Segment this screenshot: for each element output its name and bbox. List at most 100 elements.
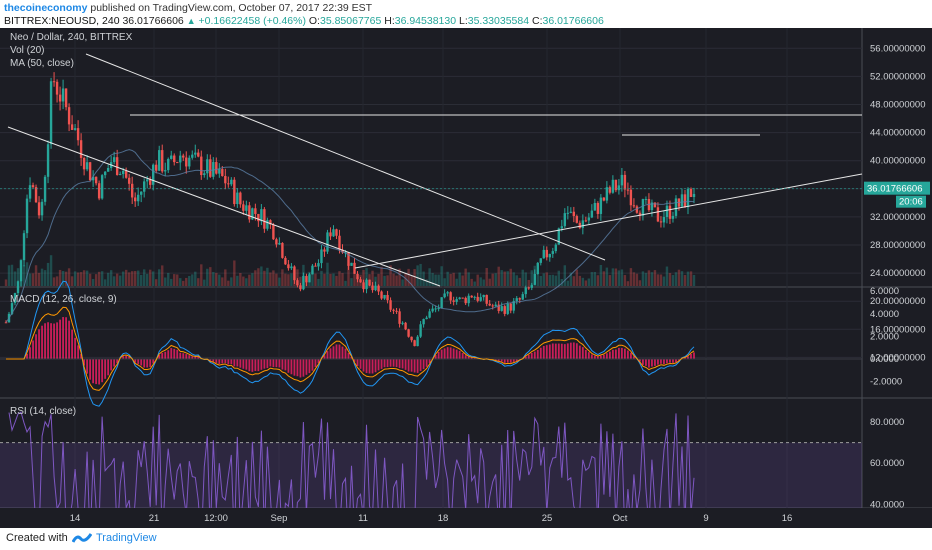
price-tick-label: 12.00000000 xyxy=(870,352,925,363)
macd-hist-bar xyxy=(191,356,194,359)
chart-canvas[interactable]: 56.00000000 52.00000000 48.00000000 44.0000… xyxy=(0,28,932,528)
volume-bar xyxy=(518,277,521,286)
macd-hist-bar xyxy=(68,320,70,359)
candle-body xyxy=(182,155,185,158)
time-axis[interactable]: 14 21 12:00 Sep 11 18 25 Oct 9 16 xyxy=(0,508,932,528)
candle-body xyxy=(293,266,296,281)
volume-bar xyxy=(329,273,332,286)
candle-body xyxy=(482,294,485,298)
candle-body xyxy=(127,177,131,184)
candle-body xyxy=(164,170,167,172)
candle-body xyxy=(383,294,386,299)
tradingview-link[interactable]: TradingView xyxy=(96,532,157,544)
candle-body xyxy=(338,235,341,250)
macd-hist-bar xyxy=(53,323,55,359)
candle-body xyxy=(221,169,224,177)
candle-body xyxy=(395,310,398,312)
macd-hist-bar xyxy=(113,359,116,367)
candle-body xyxy=(191,154,194,158)
macd-hist-bar xyxy=(80,354,83,359)
volume-bar xyxy=(497,266,500,286)
candle-body xyxy=(626,189,630,191)
volume-bar xyxy=(191,274,194,286)
macd-hist-bar xyxy=(449,347,452,359)
trend-lines[interactable] xyxy=(0,53,863,287)
candle-body xyxy=(587,217,591,221)
volume-bar xyxy=(176,274,179,286)
candle-body xyxy=(167,158,170,171)
candle-body xyxy=(500,306,503,311)
candle-body xyxy=(380,291,383,299)
candle-body xyxy=(434,308,437,310)
volume-bar xyxy=(40,268,44,286)
macd-hist-bar xyxy=(251,359,254,372)
macd-hist-bar xyxy=(221,359,224,364)
candle-body xyxy=(689,188,693,198)
candle-body xyxy=(542,249,545,259)
candle-body xyxy=(230,179,233,185)
volume-bar xyxy=(281,269,284,286)
macd-hist-bar xyxy=(77,345,80,359)
candle-body xyxy=(485,294,488,304)
macd-hist-bar xyxy=(122,356,125,359)
candle-body xyxy=(124,170,128,178)
candle-body xyxy=(557,228,561,245)
volume-bar xyxy=(106,272,110,286)
volume-bar xyxy=(545,272,548,286)
macd-hist-bar xyxy=(575,343,578,359)
publish-header: thecoineconomy published on TradingView.… xyxy=(0,0,932,28)
volume-bar xyxy=(614,268,618,286)
volume-bar xyxy=(248,274,251,286)
candle-body xyxy=(278,242,281,245)
candle-body xyxy=(197,152,200,157)
candle-body xyxy=(509,303,512,311)
signal-line xyxy=(6,306,695,391)
author-link[interactable]: thecoineconomy xyxy=(4,2,88,14)
tradingview-logo-icon xyxy=(72,533,92,543)
low-label: L: xyxy=(458,15,468,27)
macd-hist-bar xyxy=(512,359,515,362)
macd-hist-bar xyxy=(371,359,374,374)
candle-body xyxy=(302,275,305,290)
timer-badge-text: 20:06 xyxy=(899,197,923,208)
volume-bar xyxy=(46,262,50,286)
macd-hist-bar xyxy=(56,322,58,359)
chart-area[interactable]: 56.00000000 52.00000000 48.00000000 44.0000… xyxy=(0,28,932,528)
macd-hist-bar xyxy=(572,342,575,359)
volume-bar xyxy=(320,270,323,286)
candle-body xyxy=(353,262,356,274)
candle-body xyxy=(347,252,350,266)
candle-body xyxy=(34,187,38,203)
macd-hist-bar xyxy=(362,359,365,372)
volume-bar xyxy=(344,280,347,286)
candle-body xyxy=(467,295,470,304)
candle-body xyxy=(452,300,455,302)
volume-bar xyxy=(239,272,242,286)
candle-body xyxy=(443,293,446,298)
candle-body xyxy=(506,303,509,314)
volume-bar xyxy=(398,268,401,286)
price-tick-label: 20.00000000 xyxy=(870,296,925,307)
candle-body xyxy=(356,273,359,280)
macd-tick-label: 6.0000 xyxy=(870,286,899,297)
candle-body xyxy=(581,220,585,228)
macd-hist-bar xyxy=(137,359,140,364)
macd-hist-bar xyxy=(383,359,386,368)
candle-body xyxy=(446,292,449,294)
macd-hist-bar xyxy=(596,356,599,359)
volume-bar xyxy=(224,269,227,286)
candle-body xyxy=(575,216,579,223)
macd-hist-bar xyxy=(83,359,86,366)
candle-body xyxy=(185,157,188,167)
candle-body xyxy=(521,294,524,300)
volume-bar xyxy=(404,273,407,286)
volume-bar xyxy=(167,272,170,286)
volume-bar xyxy=(590,272,594,286)
candle-body xyxy=(146,179,149,182)
candle-body xyxy=(686,188,690,208)
volume-bar xyxy=(632,272,636,286)
candle-body xyxy=(449,292,452,301)
macd-hist-bar xyxy=(302,359,305,377)
price-axes[interactable]: 56.00000000 52.00000000 48.00000000 44.0000… xyxy=(864,43,930,528)
volume-bar xyxy=(443,278,446,286)
